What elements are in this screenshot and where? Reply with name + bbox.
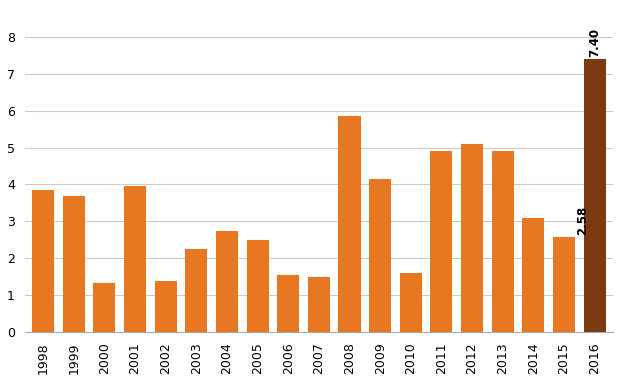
Text: 2.58: 2.58 [576, 206, 589, 235]
Bar [522, 218, 544, 333]
Bar [124, 186, 146, 333]
Bar [216, 231, 238, 333]
Bar [247, 240, 268, 333]
Bar [185, 249, 207, 333]
Bar [339, 116, 361, 333]
Bar [154, 281, 177, 333]
Bar [63, 195, 85, 333]
Bar [277, 275, 299, 333]
Bar [308, 277, 330, 333]
Bar [400, 273, 422, 333]
Text: 7.40: 7.40 [588, 28, 601, 57]
Bar [553, 237, 575, 333]
Bar [461, 144, 483, 333]
Bar [430, 151, 453, 333]
Bar [583, 59, 606, 333]
Bar [94, 283, 115, 333]
Bar [32, 190, 54, 333]
Bar [369, 179, 391, 333]
Bar [492, 151, 514, 333]
